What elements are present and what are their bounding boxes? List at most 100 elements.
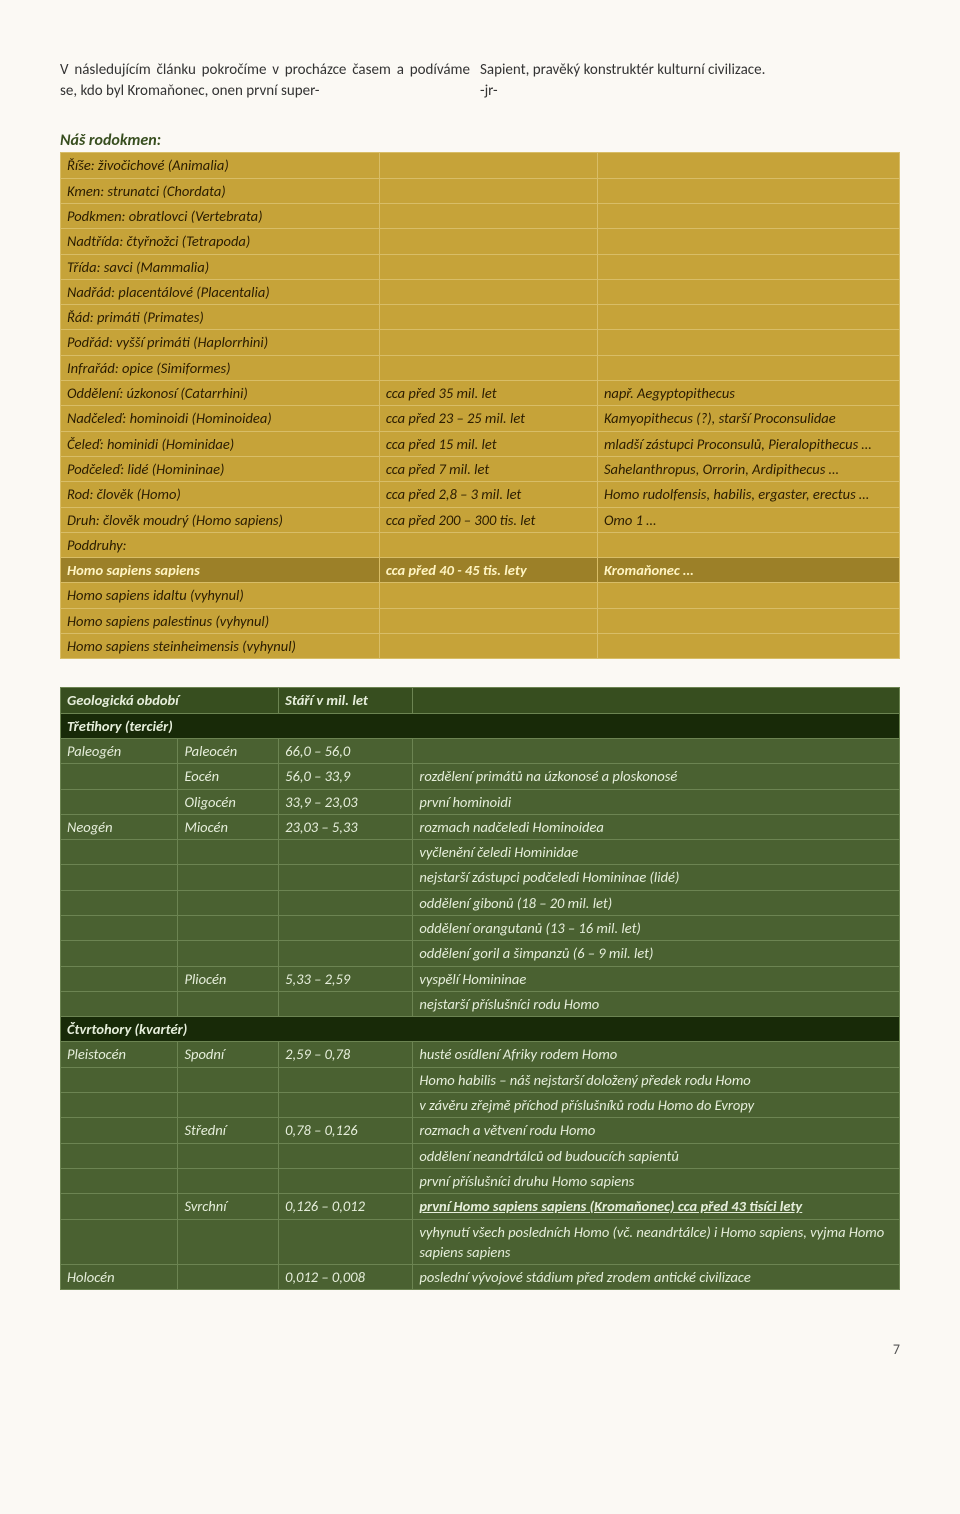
geology-row: Pliocén5,33 – 2,59vyspělí Homininae — [61, 966, 900, 991]
geology-row: PaleogénPaleocén66,0 – 56,0 — [61, 738, 900, 763]
taxonomy-cell-age: cca před 23 – 25 mil. let — [379, 406, 597, 431]
geology-cell-age: 33,9 – 23,03 — [279, 789, 413, 814]
taxonomy-row: Třída: savci (Mammalia) — [61, 254, 900, 279]
taxonomy-row: Poddruhy: — [61, 532, 900, 557]
taxonomy-row: Podkmen: obratlovci (Vertebrata) — [61, 203, 900, 228]
taxonomy-cell-taxon: Nadčeleď: hominoidi (Hominoidea) — [61, 406, 380, 431]
geology-cell-epoch — [178, 916, 279, 941]
geology-cell-epoch — [178, 991, 279, 1016]
taxonomy-cell-taxon: Poddruhy: — [61, 532, 380, 557]
geology-cell-epoch — [178, 1067, 279, 1092]
geology-cell-event: poslední vývojové stádium před zrodem an… — [413, 1265, 900, 1290]
taxonomy-cell-taxon: Nadtřída: čtyřnožci (Tetrapoda) — [61, 229, 380, 254]
geology-cell-period — [61, 840, 178, 865]
geology-row: Holocén0,012 – 0,008poslední vývojové st… — [61, 1265, 900, 1290]
taxonomy-heading: Náš rodokmen: — [60, 130, 900, 152]
geology-era-row: Třetihory (terciér) — [61, 713, 900, 738]
geology-cell-event: rozmach nadčeledi Hominoidea — [413, 814, 900, 839]
taxonomy-cell-age — [379, 608, 597, 633]
taxonomy-row: Podřád: vyšší primáti (Haplorrhini) — [61, 330, 900, 355]
geology-row: Homo habilis – náš nejstarší doložený př… — [61, 1067, 900, 1092]
geology-row: nejstarší příslušníci rodu Homo — [61, 991, 900, 1016]
geology-row: v závěru zřejmě příchod příslušníků rodu… — [61, 1093, 900, 1118]
geology-cell-age — [279, 1067, 413, 1092]
geology-cell-event: první hominoidi — [413, 789, 900, 814]
geology-cell-event: oddělení orangutanů (13 – 16 mil. let) — [413, 916, 900, 941]
taxonomy-cell-taxon: Infrařád: opice (Simiformes) — [61, 355, 380, 380]
geology-cell-age — [279, 1168, 413, 1193]
geology-cell-epoch — [178, 1219, 279, 1265]
taxonomy-cell-age: cca před 2,8 – 3 mil. let — [379, 482, 597, 507]
geology-cell-period — [61, 789, 178, 814]
taxonomy-cell-age — [379, 279, 597, 304]
taxonomy-cell-example — [597, 355, 899, 380]
geology-row: oddělení neandrtálců od budoucích sapien… — [61, 1143, 900, 1168]
intro-right-l2: -jr- — [480, 82, 498, 100]
geology-row: Střední0,78 – 0,126rozmach a větvení rod… — [61, 1118, 900, 1143]
intro-left: V následujícím článku pokročíme v prochá… — [60, 60, 480, 102]
geology-row: oddělení goril a šimpanzů (6 – 9 mil. le… — [61, 941, 900, 966]
geology-cell-epoch — [178, 890, 279, 915]
taxonomy-cell-example: Sahelanthropus, Orrorin, Ardipithecus … — [597, 456, 899, 481]
geology-cell-epoch: Miocén — [178, 814, 279, 839]
geology-cell-event: rozmach a větvení rodu Homo — [413, 1118, 900, 1143]
taxonomy-cell-age — [379, 229, 597, 254]
geology-cell-event: Homo habilis – náš nejstarší doložený př… — [413, 1067, 900, 1092]
taxonomy-cell-age — [379, 254, 597, 279]
geology-cell-period — [61, 916, 178, 941]
geology-cell-age — [279, 865, 413, 890]
geology-cell-period: Holocén — [61, 1265, 178, 1290]
taxonomy-cell-age — [379, 203, 597, 228]
geology-row: Eocén56,0 – 33,9rozdělení primátů na úzk… — [61, 764, 900, 789]
taxonomy-cell-age — [379, 178, 597, 203]
taxonomy-cell-age: cca před 40 - 45 tis. lety — [379, 558, 597, 583]
taxonomy-cell-example: Kamyopithecus (?), starší Proconsulidae — [597, 406, 899, 431]
geology-cell-epoch: Svrchní — [178, 1194, 279, 1219]
taxonomy-cell-example — [597, 203, 899, 228]
geology-cell-event: oddělení goril a šimpanzů (6 – 9 mil. le… — [413, 941, 900, 966]
geology-cell-event — [413, 738, 900, 763]
geology-cell-epoch — [178, 1265, 279, 1290]
geology-cell-age — [279, 1143, 413, 1168]
geology-cell-epoch: Střední — [178, 1118, 279, 1143]
geology-header-blank — [413, 688, 900, 713]
geology-cell-epoch: Spodní — [178, 1042, 279, 1067]
geology-header-age: Stáří v mil. let — [279, 688, 413, 713]
geology-cell-period: Neogén — [61, 814, 178, 839]
taxonomy-cell-age — [379, 532, 597, 557]
taxonomy-cell-example: např. Aegyptopithecus — [597, 381, 899, 406]
geology-cell-age: 23,03 – 5,33 — [279, 814, 413, 839]
taxonomy-cell-taxon: Rod: člověk (Homo) — [61, 482, 380, 507]
geology-cell-age — [279, 890, 413, 915]
geology-cell-epoch — [178, 1143, 279, 1168]
geology-cell-event: vyhynutí všech posledních Homo (vč. nean… — [413, 1219, 900, 1265]
geology-cell-epoch — [178, 865, 279, 890]
taxonomy-cell-taxon: Třída: savci (Mammalia) — [61, 254, 380, 279]
geology-cell-period — [61, 1143, 178, 1168]
taxonomy-cell-age — [379, 330, 597, 355]
taxonomy-row: Kmen: strunatci (Chordata) — [61, 178, 900, 203]
geology-era-cell: Třetihory (terciér) — [61, 713, 900, 738]
geology-header-row: Geologická obdobíStáří v mil. let — [61, 688, 900, 713]
geology-cell-period — [61, 865, 178, 890]
geology-cell-age — [279, 840, 413, 865]
taxonomy-cell-example — [597, 153, 899, 178]
geology-cell-epoch: Oligocén — [178, 789, 279, 814]
geology-cell-event: oddělení gibonů (18 – 20 mil. let) — [413, 890, 900, 915]
taxonomy-cell-taxon: Nadřád: placentálové (Placentalia) — [61, 279, 380, 304]
taxonomy-row: Rod: člověk (Homo)cca před 2,8 – 3 mil. … — [61, 482, 900, 507]
taxonomy-cell-example: Homo rudolfensis, habilis, ergaster, ere… — [597, 482, 899, 507]
geology-cell-age — [279, 1219, 413, 1265]
geology-cell-age — [279, 941, 413, 966]
geology-row: vyhynutí všech posledních Homo (vč. nean… — [61, 1219, 900, 1265]
taxonomy-cell-taxon: Čeleď: hominidi (Hominidae) — [61, 431, 380, 456]
taxonomy-cell-taxon: Oddělení: úzkonosí (Catarrhini) — [61, 381, 380, 406]
taxonomy-cell-age — [379, 583, 597, 608]
taxonomy-cell-example: Omo 1 … — [597, 507, 899, 532]
geology-cell-epoch — [178, 840, 279, 865]
geology-cell-age: 66,0 – 56,0 — [279, 738, 413, 763]
taxonomy-cell-taxon: Homo sapiens sapiens — [61, 558, 380, 583]
taxonomy-cell-example — [597, 279, 899, 304]
geology-cell-age — [279, 1093, 413, 1118]
geology-era-cell: Čtvrtohory (kvartér) — [61, 1017, 900, 1042]
